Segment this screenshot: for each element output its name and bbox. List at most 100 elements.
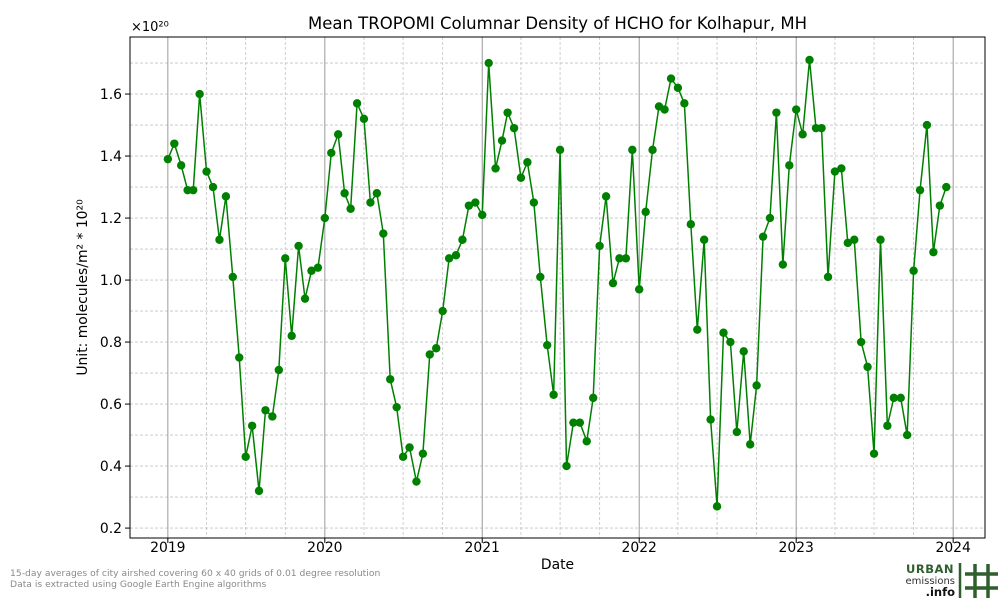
data-point: [287, 331, 296, 341]
data-point: [398, 452, 408, 461]
data-point: [418, 449, 428, 458]
data-point: [170, 139, 179, 148]
data-point: [215, 235, 224, 244]
data-point: [830, 167, 840, 176]
data-point: [935, 201, 945, 210]
data-point: [575, 418, 585, 427]
data-point: [208, 182, 218, 192]
data-point: [438, 306, 447, 316]
data-point: [372, 189, 382, 198]
data-point: [320, 213, 330, 223]
x-tick-label: 2019: [150, 540, 185, 556]
data-point: [673, 83, 683, 93]
data-point: [379, 229, 388, 238]
data-point: [798, 130, 807, 139]
data-point: [497, 136, 507, 145]
chart-title: Mean TROPOMI Columnar Density of HCHO fo…: [308, 14, 807, 33]
data-point: [386, 375, 395, 384]
y-tick-label: 0.4: [100, 459, 122, 475]
data-point: [582, 437, 591, 446]
x-tick-label: 2023: [779, 540, 814, 556]
data-point: [648, 145, 657, 155]
data-point: [247, 421, 257, 430]
data-point: [366, 198, 375, 207]
data-point: [503, 108, 512, 117]
data-point: [451, 251, 461, 260]
data-point: [915, 185, 925, 195]
data-point: [595, 241, 604, 251]
data-point: [589, 393, 598, 403]
data-point: [261, 406, 270, 415]
data-point: [523, 158, 532, 167]
data-point: [333, 130, 343, 139]
footer-note-line2: Data is extracted using Google Earth Eng…: [10, 579, 266, 590]
data-point: [484, 58, 493, 68]
x-tick-label: 2020: [307, 540, 342, 556]
y-tick-label: 0.2: [100, 521, 122, 537]
data-point: [202, 167, 211, 176]
plot-area: [130, 37, 985, 538]
y-tick-label: 0.8: [100, 335, 122, 351]
x-axis-label: Date: [541, 557, 574, 573]
data-point: [281, 254, 290, 263]
data-point: [340, 189, 349, 198]
data-point: [529, 198, 539, 207]
data-point: [307, 266, 316, 275]
data-point: [942, 182, 951, 192]
data-point: [176, 161, 186, 170]
data-point: [778, 260, 788, 269]
data-point: [902, 430, 912, 440]
data-point: [542, 340, 552, 350]
data-point: [464, 201, 474, 210]
data-point: [405, 443, 414, 452]
footer-note-line1: 15-day averages of city airshed covering…: [10, 568, 380, 579]
data-point: [195, 89, 204, 99]
data-point: [562, 461, 571, 471]
axes-frame: [129, 36, 986, 539]
y-axis-label: Unit: molecules/m² * 10²⁰: [75, 199, 91, 376]
data-point: [608, 278, 618, 288]
data-point: [843, 238, 852, 248]
data-point: [254, 486, 264, 496]
data-point: [699, 235, 709, 244]
urban-emissions-logo: URBAN emissions .info: [905, 562, 998, 599]
data-point: [412, 477, 421, 486]
data-point: [444, 254, 454, 263]
data-point: [352, 99, 362, 108]
data-point: [706, 415, 715, 424]
data-point: [863, 362, 872, 372]
data-point: [425, 350, 434, 359]
data-point: [274, 365, 284, 375]
data-point: [458, 235, 467, 244]
logo-emissions-text: emissions: [905, 576, 955, 587]
data-point: [163, 154, 173, 164]
data-point: [359, 114, 369, 124]
data-point: [346, 204, 355, 213]
data-point: [189, 185, 198, 195]
data-point: [732, 427, 742, 437]
data-point: [739, 347, 748, 356]
axis-ticks: 2019 2020 2021 2022 2023 2024 0.2 0.4 0.6 0.8 1.0 1…: [100, 87, 971, 556]
data-point: [555, 145, 565, 155]
y-tick-label: 1.6: [100, 87, 122, 103]
data-point: [516, 173, 526, 182]
series-layer: [163, 55, 951, 511]
data-point: [268, 412, 277, 421]
y-tick-label: 1.4: [100, 149, 122, 165]
logo-info-text: .info: [926, 585, 956, 599]
data-point: [758, 232, 768, 241]
data-point: [601, 192, 611, 201]
y-offset-label: ×10²⁰: [131, 20, 169, 35]
gridlines: [130, 37, 985, 538]
data-point: [392, 402, 401, 412]
data-point: [666, 74, 676, 83]
data-point: [313, 263, 323, 272]
data-point: [726, 337, 735, 347]
data-point: [294, 241, 303, 251]
data-point: [432, 344, 441, 353]
x-tick-label: 2024: [935, 540, 971, 556]
data-point: [680, 99, 689, 108]
data-point: [869, 449, 879, 458]
data-point: [785, 161, 794, 170]
